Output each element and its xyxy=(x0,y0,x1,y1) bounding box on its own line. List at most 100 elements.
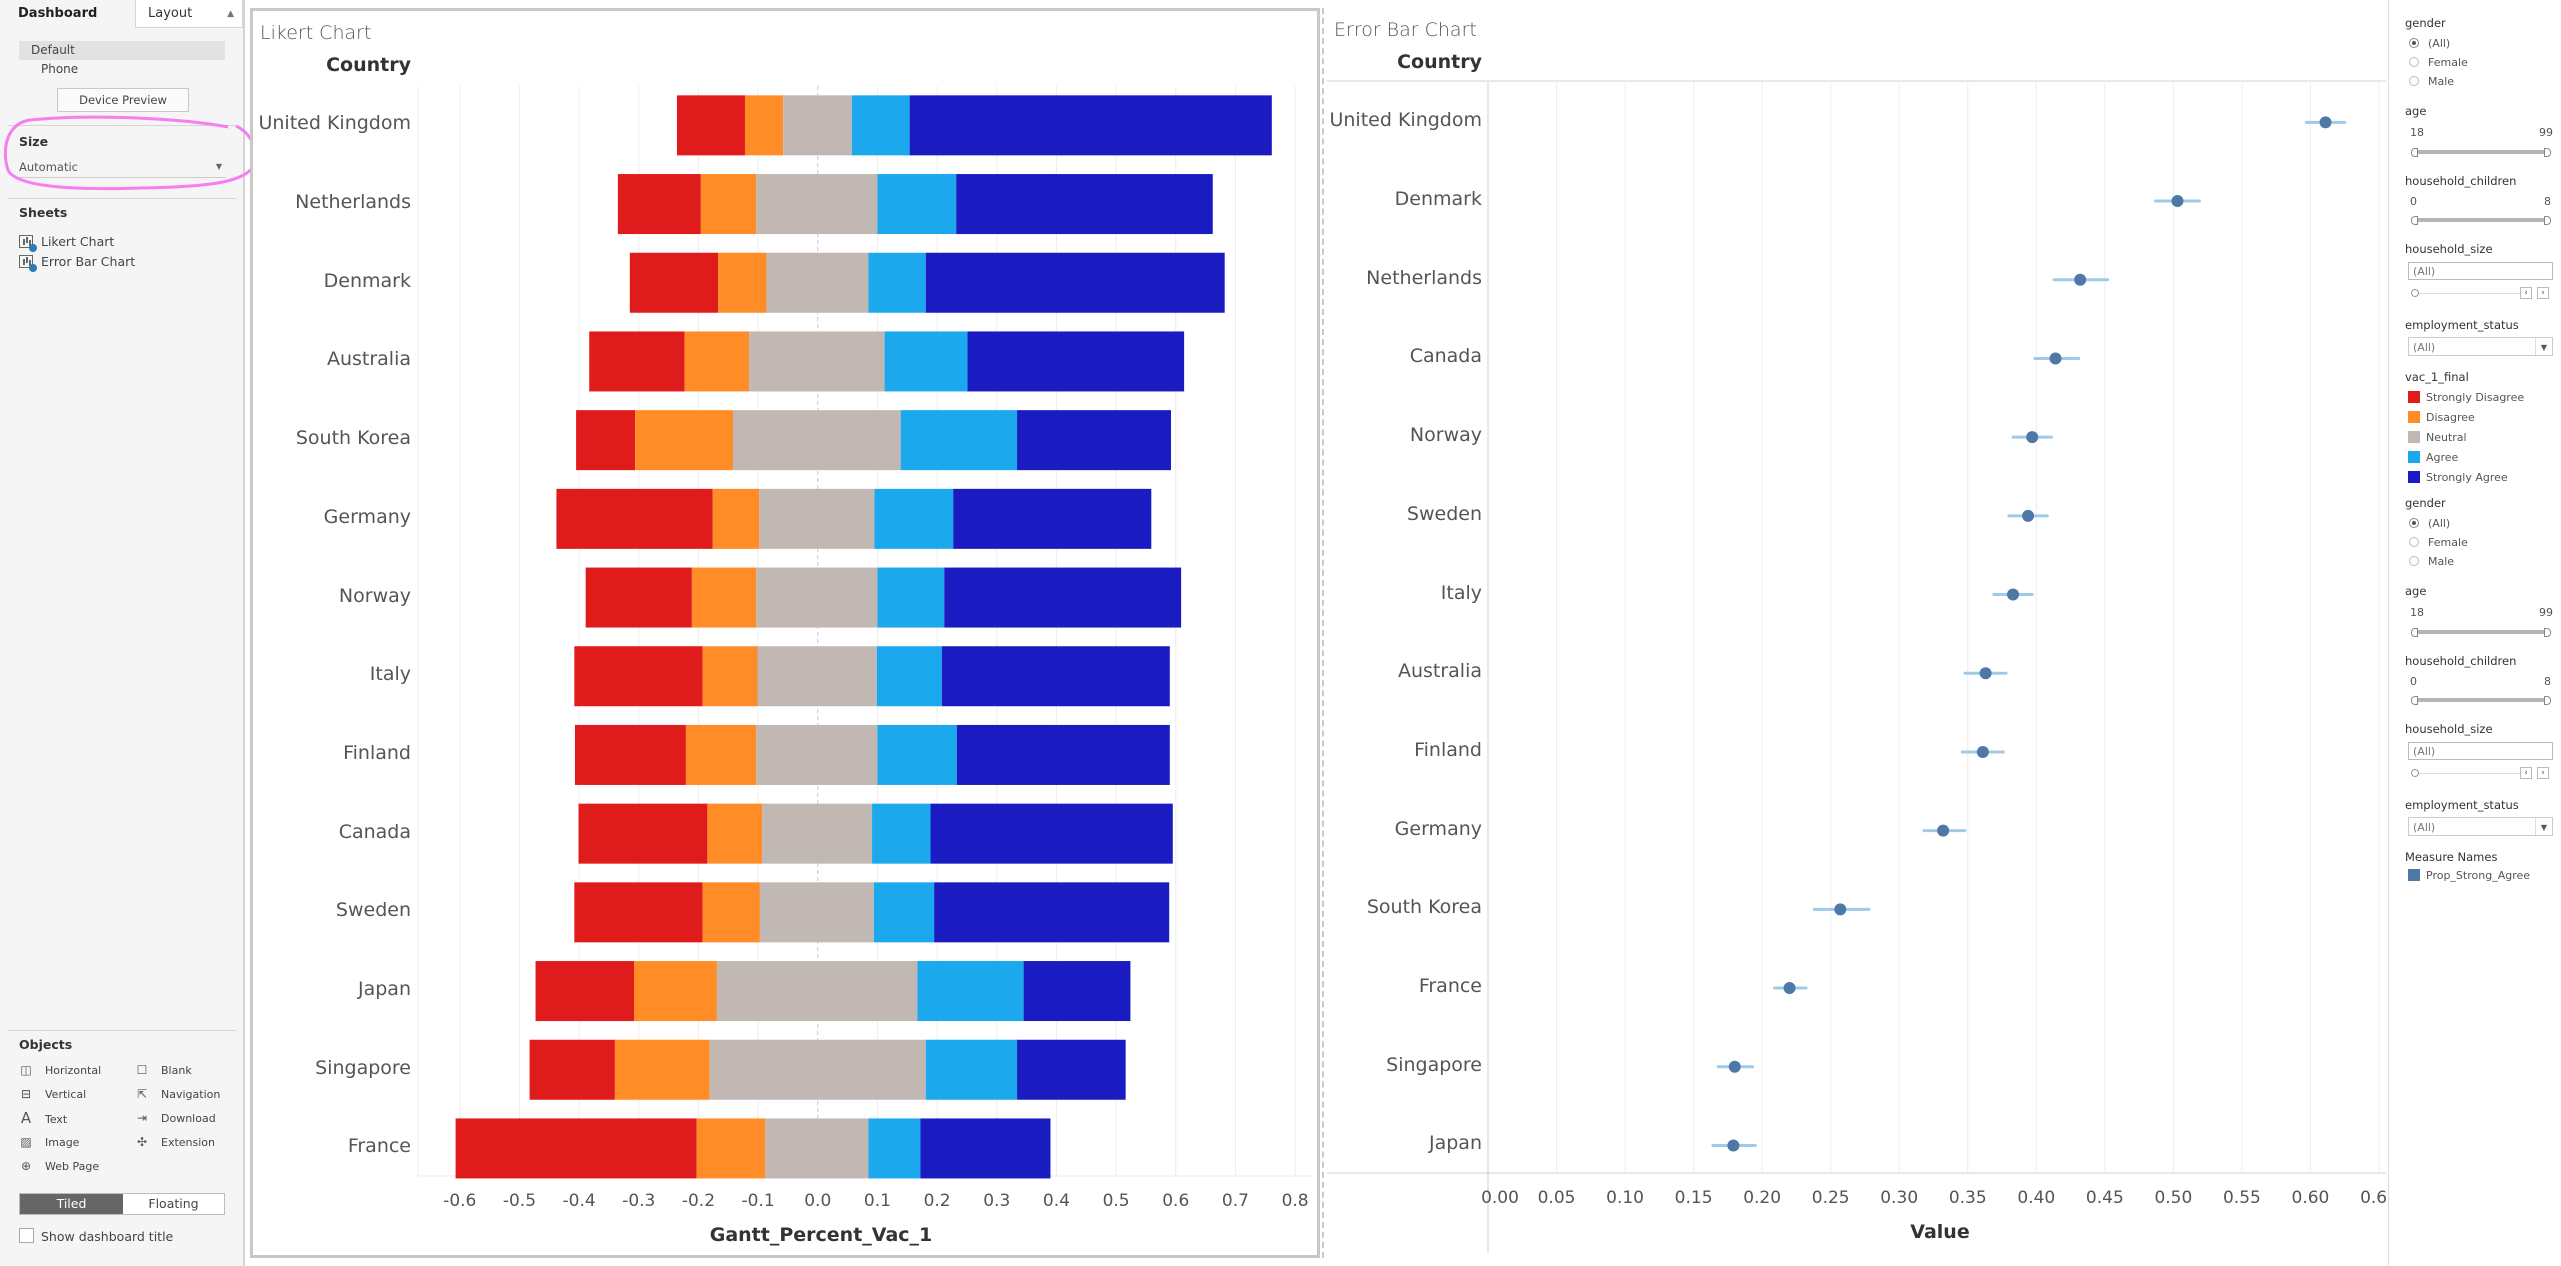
bar-italy-disagree[interactable] xyxy=(702,646,758,707)
device-preview-button[interactable]: Device Preview xyxy=(57,88,189,112)
gender-option-female[interactable]: Female xyxy=(2409,55,2468,71)
point-netherlands[interactable] xyxy=(2074,273,2087,286)
bar-canada-strongly-agree[interactable] xyxy=(930,803,1173,864)
device-item-default[interactable]: Default xyxy=(19,41,225,60)
household-size-slider[interactable] xyxy=(2411,289,2521,297)
bar-united-kingdom-neutral[interactable] xyxy=(783,95,852,156)
bar-singapore-strongly-disagree[interactable] xyxy=(529,1039,615,1100)
bar-singapore-agree[interactable] xyxy=(925,1039,1018,1100)
bar-norway-strongly-agree[interactable] xyxy=(944,567,1182,628)
likert-chart-sheet[interactable]: Likert Chart Country United Kingdom Nethe… xyxy=(250,8,1320,1258)
point-finland[interactable] xyxy=(1976,745,1989,758)
bar-sweden-disagree[interactable] xyxy=(702,882,760,943)
slider-knob[interactable] xyxy=(2411,769,2419,777)
bar-australia-agree[interactable] xyxy=(884,331,968,392)
employment-status-dropdown[interactable]: (All) ▼ xyxy=(2408,337,2553,356)
bar-australia-neutral[interactable] xyxy=(749,331,885,392)
next-value-button[interactable]: › xyxy=(2537,287,2549,299)
age-range-slider[interactable] xyxy=(2411,148,2551,157)
bar-france-strongly-agree[interactable] xyxy=(920,1118,1051,1179)
object-web-page[interactable]: ⊕ Web Page xyxy=(19,1155,99,1177)
bar-italy-neutral[interactable] xyxy=(757,646,877,707)
bar-south-korea-strongly-disagree[interactable] xyxy=(576,410,636,471)
bar-canada-disagree[interactable] xyxy=(707,803,763,864)
legend-item[interactable]: Prop_Strong_Agree xyxy=(2408,868,2530,884)
point-singapore[interactable] xyxy=(1728,1060,1741,1073)
slider-handle-min[interactable] xyxy=(2411,696,2418,705)
point-france[interactable] xyxy=(1783,982,1796,995)
bar-canada-strongly-disagree[interactable] xyxy=(578,803,708,864)
object-image[interactable]: ▨ Image xyxy=(19,1131,79,1153)
bar-denmark-neutral[interactable] xyxy=(766,252,869,313)
gender-option-all[interactable]: (All) xyxy=(2409,516,2450,532)
object-vertical[interactable]: ⊟ Vertical xyxy=(19,1083,86,1105)
device-item-phone[interactable]: Phone xyxy=(41,62,79,76)
legend-item-agree[interactable]: Agree xyxy=(2408,450,2458,466)
point-canada[interactable] xyxy=(2049,352,2062,365)
previous-value-button[interactable]: ‹ xyxy=(2520,287,2532,299)
bar-japan-agree[interactable] xyxy=(917,961,1024,1022)
bar-singapore-neutral[interactable] xyxy=(709,1039,926,1100)
sheet-item-error-bar-chart[interactable]: Error Bar Chart xyxy=(19,252,135,272)
bar-south-korea-strongly-agree[interactable] xyxy=(1017,410,1171,471)
age-range-slider[interactable] xyxy=(2411,628,2551,637)
next-value-button[interactable]: › xyxy=(2537,767,2549,779)
bar-south-korea-disagree[interactable] xyxy=(635,410,734,471)
bar-netherlands-agree[interactable] xyxy=(877,174,957,235)
bar-finland-disagree[interactable] xyxy=(685,724,757,785)
slider-handle-max[interactable] xyxy=(2544,696,2551,705)
slider-handle-min[interactable] xyxy=(2411,216,2418,225)
show-dashboard-title-checkbox[interactable]: Show dashboard title xyxy=(19,1228,173,1246)
bar-sweden-neutral[interactable] xyxy=(759,882,874,943)
point-italy[interactable] xyxy=(2007,588,2020,601)
bar-japan-strongly-disagree[interactable] xyxy=(535,961,634,1022)
bar-germany-strongly-agree[interactable] xyxy=(953,488,1152,549)
point-south-korea[interactable] xyxy=(1834,903,1847,916)
bar-germany-strongly-disagree[interactable] xyxy=(556,488,713,549)
error-bar-chart-sheet[interactable]: Error Bar Chart Country United Kingdom De… xyxy=(1322,8,2398,1258)
legend-item-disagree[interactable]: Disagree xyxy=(2408,410,2475,426)
bar-united-kingdom-strongly-agree[interactable] xyxy=(909,95,1272,156)
floating-button[interactable]: Floating xyxy=(123,1194,224,1214)
slider-handle-min[interactable] xyxy=(2411,148,2418,157)
bar-norway-neutral[interactable] xyxy=(756,567,878,628)
bar-denmark-disagree[interactable] xyxy=(718,252,767,313)
bar-australia-strongly-agree[interactable] xyxy=(967,331,1185,392)
point-australia[interactable] xyxy=(1979,667,1992,680)
bar-finland-strongly-disagree[interactable] xyxy=(574,724,686,785)
bar-germany-agree[interactable] xyxy=(874,488,954,549)
bar-united-kingdom-agree[interactable] xyxy=(851,95,910,156)
point-japan[interactable] xyxy=(1727,1139,1740,1152)
bar-canada-neutral[interactable] xyxy=(762,803,873,864)
bar-japan-disagree[interactable] xyxy=(633,961,717,1022)
object-blank[interactable]: ☐ Blank xyxy=(135,1059,192,1081)
object-text[interactable]: A Text xyxy=(19,1107,67,1129)
object-navigation[interactable]: ⇱ Navigation xyxy=(135,1083,220,1105)
bar-finland-strongly-agree[interactable] xyxy=(956,724,1170,785)
bar-south-korea-agree[interactable] xyxy=(900,410,1018,471)
slider-handle-min[interactable] xyxy=(2411,628,2418,637)
gender-option-male[interactable]: Male xyxy=(2409,74,2454,90)
bar-italy-strongly-disagree[interactable] xyxy=(574,646,703,707)
bar-italy-strongly-agree[interactable] xyxy=(941,646,1170,707)
household-children-slider[interactable] xyxy=(2411,696,2551,705)
legend-item-strongly-disagree[interactable]: Strongly Disagree xyxy=(2408,390,2524,406)
bar-italy-agree[interactable] xyxy=(876,646,942,707)
bar-france-agree[interactable] xyxy=(868,1118,921,1179)
gender-option-male[interactable]: Male xyxy=(2409,554,2454,570)
bar-netherlands-disagree[interactable] xyxy=(700,174,757,235)
bar-netherlands-neutral[interactable] xyxy=(756,174,878,235)
slider-handle-max[interactable] xyxy=(2544,148,2551,157)
gender-option-all[interactable]: (All) xyxy=(2409,36,2450,52)
slider-handle-max[interactable] xyxy=(2544,628,2551,637)
bar-australia-disagree[interactable] xyxy=(684,331,750,392)
bar-japan-neutral[interactable] xyxy=(716,961,918,1022)
bar-finland-agree[interactable] xyxy=(877,724,957,785)
bar-france-strongly-disagree[interactable] xyxy=(455,1118,697,1179)
bar-norway-disagree[interactable] xyxy=(691,567,757,628)
tab-layout[interactable]: Layout ▲ xyxy=(135,0,243,28)
household-size-slider[interactable] xyxy=(2411,769,2521,777)
bar-france-disagree[interactable] xyxy=(696,1118,766,1179)
bar-united-kingdom-strongly-disagree[interactable] xyxy=(676,95,745,156)
object-horizontal[interactable]: ◫ Horizontal xyxy=(19,1059,101,1081)
